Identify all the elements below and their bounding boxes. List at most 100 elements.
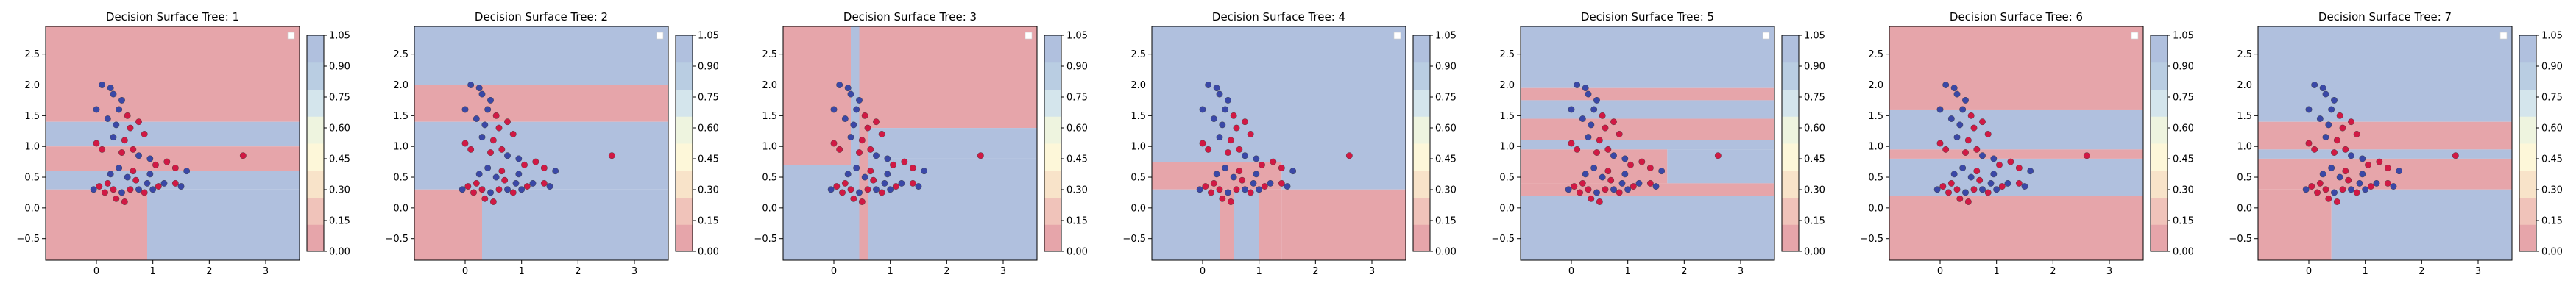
colorbar-segment bbox=[2519, 224, 2536, 252]
data-point bbox=[1250, 179, 1257, 187]
data-point bbox=[1596, 198, 1603, 205]
subplot-title: Decision Surface Tree: 3 bbox=[843, 10, 977, 24]
scatter-points bbox=[459, 82, 615, 205]
data-point bbox=[1284, 183, 1291, 190]
data-point bbox=[2336, 112, 2343, 119]
data-point bbox=[839, 189, 846, 196]
colorbar-segment bbox=[676, 89, 693, 117]
data-point bbox=[1970, 124, 1978, 132]
legend-box bbox=[1393, 32, 1401, 40]
colorbar-tick-label: 0.30 bbox=[2173, 185, 2194, 196]
data-point bbox=[1247, 131, 1254, 137]
colorbar-segment bbox=[1413, 224, 1430, 252]
data-point bbox=[135, 152, 142, 159]
colorbar-segment bbox=[2519, 197, 2536, 225]
data-point bbox=[1635, 179, 1643, 187]
data-point bbox=[481, 195, 489, 202]
data-point bbox=[160, 179, 168, 187]
legend-box bbox=[2131, 32, 2139, 40]
data-point bbox=[492, 112, 500, 119]
data-point bbox=[498, 168, 506, 175]
data-point bbox=[475, 85, 483, 92]
data-point bbox=[1565, 186, 1572, 193]
legend-box bbox=[1762, 32, 1770, 40]
colorbar-segment bbox=[307, 116, 324, 144]
decision-regions bbox=[783, 26, 1037, 260]
data-point bbox=[836, 82, 843, 88]
data-point bbox=[1216, 186, 1223, 193]
decision-regions bbox=[1889, 26, 2143, 260]
y-tick-label: 1.0 bbox=[1868, 142, 1883, 153]
colorbar-segment bbox=[307, 143, 324, 171]
data-point bbox=[1646, 179, 1654, 187]
colorbar-frame bbox=[2519, 35, 2537, 252]
data-point bbox=[1936, 140, 1944, 147]
data-point bbox=[495, 186, 503, 193]
data-point bbox=[1939, 183, 1947, 190]
colorbar-tick-label: 0.30 bbox=[1804, 185, 1825, 196]
data-point bbox=[915, 183, 922, 190]
data-point bbox=[1593, 97, 1600, 104]
data-point bbox=[2331, 189, 2338, 196]
colorbar-segment bbox=[2519, 89, 2536, 117]
subplot-title: Decision Surface Tree: 7 bbox=[2318, 10, 2452, 24]
data-point bbox=[1973, 146, 1981, 153]
y-tick-label: 0.0 bbox=[762, 203, 777, 214]
data-point bbox=[608, 152, 615, 159]
decision-region bbox=[46, 171, 300, 190]
data-point bbox=[1205, 82, 1212, 88]
colorbar-tick-label: 0.15 bbox=[2173, 216, 2194, 227]
data-point bbox=[1979, 152, 1986, 159]
data-point bbox=[2336, 173, 2343, 181]
colorbar-frame bbox=[306, 35, 325, 252]
data-point bbox=[1959, 106, 1967, 113]
colorbar-tick-label: 0.00 bbox=[1804, 247, 1825, 258]
data-point bbox=[1230, 173, 1237, 181]
y-tick-label: 1.5 bbox=[1499, 111, 1515, 122]
legend-box bbox=[287, 32, 295, 40]
data-point bbox=[1990, 171, 1998, 178]
data-point bbox=[1261, 183, 1268, 190]
subplot-title: Decision Surface Tree: 1 bbox=[106, 10, 239, 24]
data-point bbox=[847, 134, 854, 141]
y-tick-label: 2.0 bbox=[1499, 80, 1515, 91]
data-point bbox=[146, 155, 154, 162]
data-point bbox=[2015, 165, 2023, 171]
data-point bbox=[853, 106, 860, 113]
data-point bbox=[884, 171, 891, 178]
data-point bbox=[1345, 152, 1353, 159]
data-point bbox=[540, 165, 548, 171]
data-point bbox=[515, 155, 523, 162]
decision-region bbox=[1281, 189, 1406, 260]
colorbar-segment bbox=[2151, 197, 2168, 225]
colorbar-tick-label: 0.90 bbox=[329, 62, 350, 73]
data-point bbox=[116, 165, 123, 171]
data-point bbox=[858, 137, 866, 144]
data-point bbox=[1247, 189, 1254, 196]
data-point bbox=[515, 171, 523, 178]
data-point bbox=[124, 112, 131, 119]
data-point bbox=[1225, 97, 1231, 104]
decision-region bbox=[1220, 189, 1234, 260]
data-point bbox=[1652, 183, 1660, 190]
decision-region bbox=[414, 121, 668, 190]
data-point bbox=[1942, 146, 1950, 153]
colorbar-tick-label: 0.45 bbox=[2173, 154, 2194, 165]
y-tick-label: 0.5 bbox=[2237, 173, 2252, 184]
decision-region bbox=[1521, 26, 1774, 88]
data-point bbox=[523, 183, 531, 190]
data-point bbox=[1289, 168, 1297, 175]
data-point bbox=[1230, 112, 1237, 119]
decision-region bbox=[2258, 189, 2332, 260]
data-point bbox=[2333, 137, 2340, 144]
data-point bbox=[1253, 155, 1260, 162]
colorbar-tick-label: 0.15 bbox=[1804, 216, 1825, 227]
data-point bbox=[1216, 90, 1223, 98]
data-point bbox=[856, 189, 863, 196]
data-point bbox=[1196, 186, 1203, 193]
colorbar-segment bbox=[307, 62, 324, 90]
data-point bbox=[1242, 118, 1248, 126]
axes-frame bbox=[2257, 26, 2513, 261]
x-tick-label: 0 bbox=[93, 266, 99, 277]
decision-region bbox=[868, 158, 1037, 260]
